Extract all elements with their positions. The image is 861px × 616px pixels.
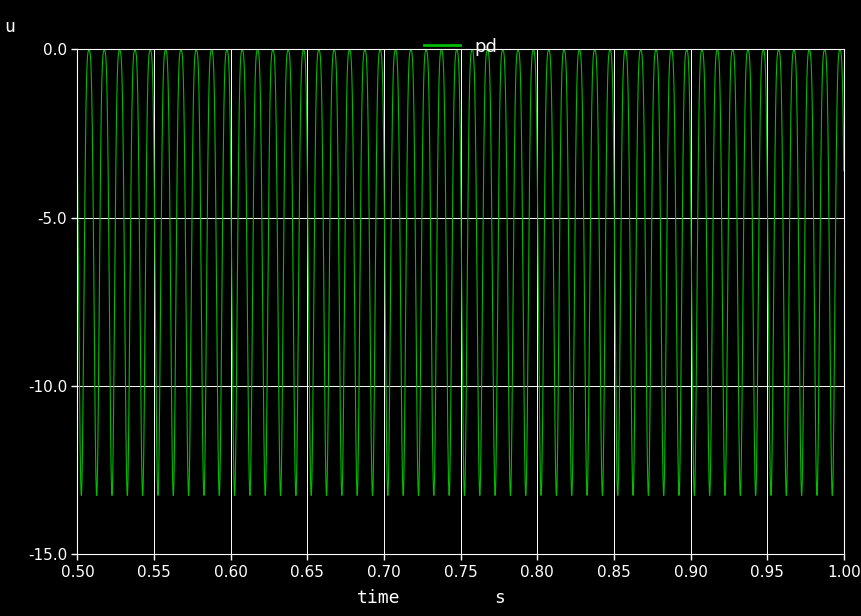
Text: time: time <box>357 589 400 607</box>
Text: s: s <box>494 589 505 607</box>
Legend: pd: pd <box>417 31 505 63</box>
Text: u: u <box>4 18 15 36</box>
